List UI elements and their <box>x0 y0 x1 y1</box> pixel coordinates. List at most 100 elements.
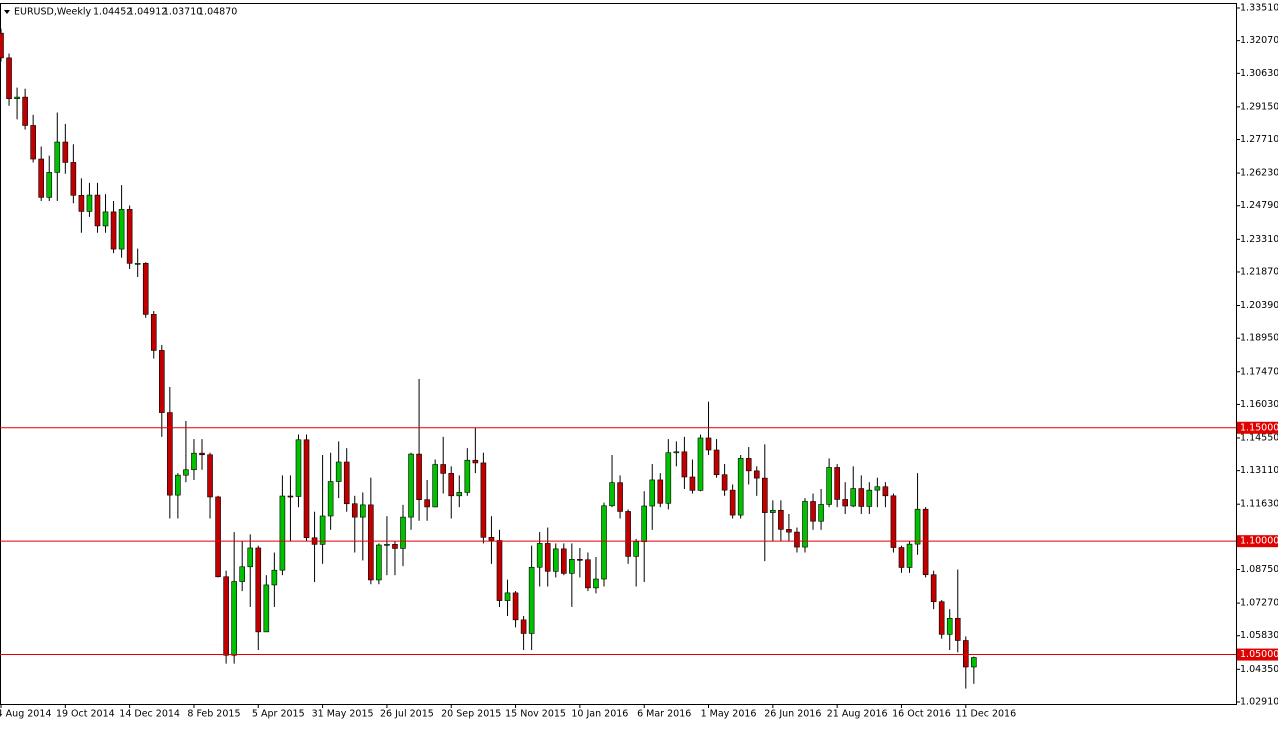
y-tick-label: 1.14550 <box>1240 432 1278 443</box>
y-tick-label: 1.05830 <box>1240 630 1278 641</box>
candle-body <box>231 581 237 656</box>
candle-body <box>826 467 832 505</box>
candle-body <box>215 496 221 578</box>
y-tick-label: 1.17470 <box>1240 366 1278 377</box>
candle-body <box>368 504 374 581</box>
candle-body <box>898 547 905 568</box>
y-tick-label: 1.30630 <box>1240 68 1278 79</box>
candle-body <box>199 452 205 456</box>
candle-body <box>392 544 398 549</box>
candle-body <box>440 464 447 474</box>
candle-body <box>359 504 366 518</box>
candle-body <box>319 515 326 545</box>
y-tick-label: 1.20390 <box>1240 300 1278 311</box>
candle-body <box>617 482 623 512</box>
candle-body <box>279 495 286 571</box>
candle-body <box>263 584 270 633</box>
x-tick-label: 15 Nov 2015 <box>505 709 566 720</box>
x-tick-label: 26 Jul 2015 <box>380 709 434 720</box>
candle-body <box>239 566 245 582</box>
candle-body <box>102 211 109 227</box>
y-tick-label: 1.26230 <box>1240 168 1278 179</box>
candle-body <box>118 209 125 250</box>
candle-body <box>625 511 631 557</box>
candle-body <box>842 499 849 507</box>
candle-body <box>464 459 471 493</box>
candle-body <box>569 559 575 574</box>
candle-body <box>295 439 302 497</box>
candle-body <box>649 479 656 507</box>
x-tick-label: 8 Feb 2015 <box>187 709 240 720</box>
candle-body <box>713 449 720 476</box>
candle-body <box>641 505 648 542</box>
candle-body <box>247 547 254 568</box>
candle-body <box>954 617 961 641</box>
candle-body <box>850 488 857 507</box>
candle-body <box>183 469 189 476</box>
x-tick-label: 31 May 2015 <box>312 709 374 720</box>
candle-body <box>786 529 792 533</box>
candle-body <box>335 461 342 482</box>
candle-body <box>94 194 101 227</box>
candle-body <box>30 125 36 160</box>
candle-body <box>416 453 422 500</box>
candle-body <box>971 657 977 668</box>
chart-title: EURUSD,Weekly <box>14 7 92 18</box>
candle-body <box>697 437 704 491</box>
candle-body <box>126 209 133 264</box>
candle-body <box>922 508 929 576</box>
candle-body <box>400 516 406 549</box>
candle-body <box>633 541 639 557</box>
candle-body <box>38 158 45 198</box>
candle-body <box>520 619 527 634</box>
candle-body <box>778 510 784 530</box>
candle-body <box>191 452 197 471</box>
candle-body <box>946 617 953 635</box>
candle-body <box>287 495 294 498</box>
candle-body <box>681 451 688 478</box>
x-tick-label: 11 Dec 2016 <box>955 709 1016 720</box>
candle-body <box>504 592 511 601</box>
y-tick-label: 1.23310 <box>1240 234 1278 245</box>
candle-body <box>54 141 61 173</box>
y-tick-label: 1.24790 <box>1240 200 1278 211</box>
candle-body <box>255 547 262 633</box>
candle-body <box>577 559 583 561</box>
candle-body <box>938 601 945 635</box>
x-tick-label: 16 Oct 2016 <box>892 709 951 720</box>
candle-body <box>512 592 519 621</box>
candle-body <box>207 454 213 498</box>
candle-body <box>159 350 165 413</box>
candle-body <box>593 578 599 589</box>
candle-body <box>753 470 760 479</box>
candle-body <box>536 543 543 568</box>
candle-body <box>167 412 173 496</box>
candle-body <box>223 576 229 656</box>
candle-body <box>544 543 551 572</box>
candle-body <box>689 476 696 491</box>
candle-body <box>737 458 744 516</box>
candle-body <box>705 437 712 451</box>
candle-body <box>914 508 921 545</box>
candle-body <box>585 559 591 589</box>
x-tick-label: 10 Jan 2016 <box>571 709 628 720</box>
level-label: 1.15000 <box>1240 422 1278 433</box>
candle-body <box>496 540 503 601</box>
candle-body <box>424 499 430 508</box>
level-label: 1.05000 <box>1240 649 1278 660</box>
candle-body <box>601 505 607 580</box>
x-tick-label: 1 May 2016 <box>701 709 757 720</box>
candle-body <box>761 477 768 513</box>
candle-body <box>86 194 93 212</box>
ohlc-value: 1.04870 <box>198 7 237 18</box>
candle-body <box>528 566 535 634</box>
y-tick-label: 1.02910 <box>1240 696 1278 707</box>
ohlc-value: 1.04452 <box>93 7 132 18</box>
candle-body <box>794 531 800 548</box>
candle-body <box>810 501 816 522</box>
candle-body <box>78 195 85 212</box>
x-tick-label: 20 Sep 2015 <box>441 709 501 720</box>
candle-body <box>376 544 382 581</box>
candle-body <box>906 543 913 568</box>
